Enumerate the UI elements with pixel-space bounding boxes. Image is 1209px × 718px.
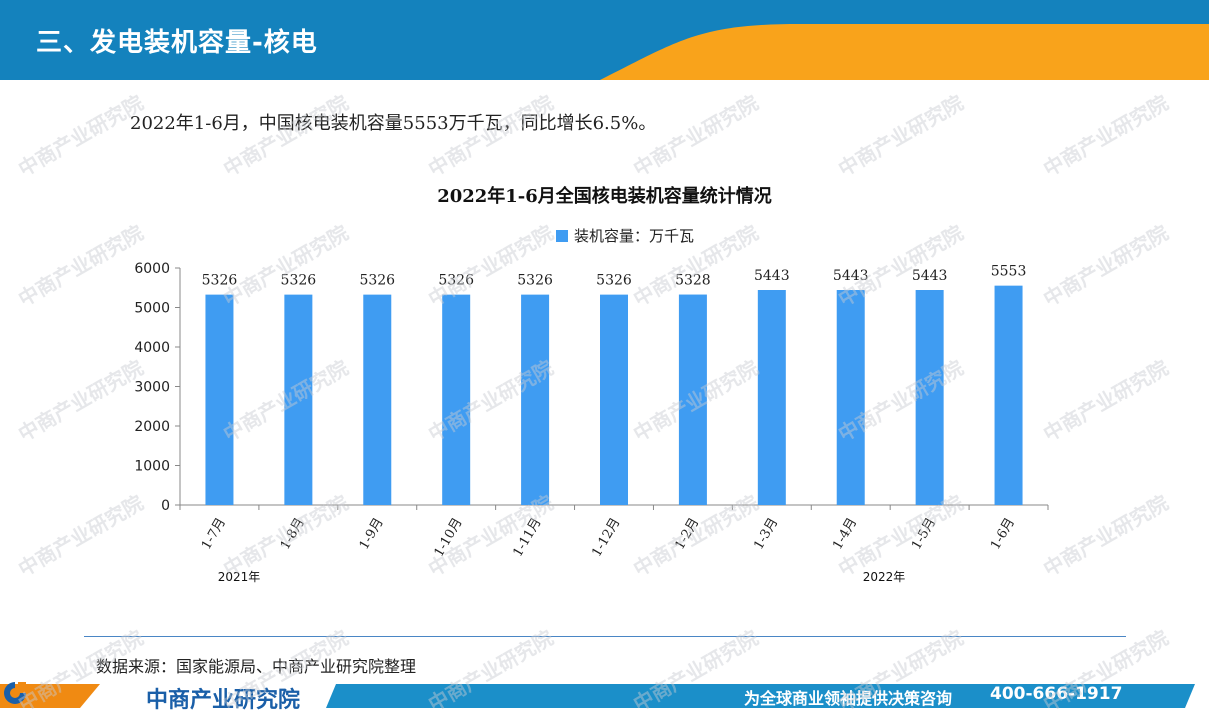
footer-background [0,684,1195,708]
data-label: 5326 [202,273,238,289]
x-tick-label: 1-11月 [510,516,544,560]
data-label: 5326 [438,273,474,289]
y-tick-label: 5000 [134,301,170,317]
summary-text: 2022年1-6月，中国核电装机容量5553万千瓦，同比增长6.5%。 [130,113,657,134]
x-tick-label: 1-10月 [432,516,466,560]
x-tick-label: 1-8月 [278,516,308,553]
bar [994,285,1023,505]
data-label: 5553 [991,264,1027,280]
footer-slogan: 为全球商业领袖提供决策咨询 [744,689,953,708]
data-label: 5328 [675,273,711,289]
data-label: 5326 [596,273,632,289]
data-label: 5326 [517,273,553,289]
y-tick-label: 0 [161,498,170,514]
data-label: 5326 [281,273,317,289]
footer-phone: 400-666-1917 [990,684,1123,704]
data-label: 5443 [754,268,790,284]
legend-swatch [556,229,568,242]
bar [757,290,786,505]
year-group-label: 2022年 [863,570,906,584]
data-label: 5443 [912,268,948,284]
bar [284,294,313,505]
bar [915,290,944,505]
y-tick-label: 4000 [134,340,170,356]
year-group-label: 2021年 [218,570,261,584]
bar-chart: 0 1000 2000 3000 4000 5000 6000 5326 1-7月 5326 1-8… [134,261,1049,584]
company-logo-text: 中商产业研究院 [146,688,301,713]
x-tick-label: 1-9月 [357,516,387,553]
x-tick-label: 1-6月 [988,515,1018,552]
header-banner: 三、发电装机容量-核电 [0,0,1209,80]
bar [600,294,628,505]
data-label: 5443 [833,268,869,284]
data-label: 5326 [359,273,395,289]
legend-label: 装机容量：万千瓦 [574,227,695,245]
bar [521,294,550,505]
y-tick-label: 2000 [134,419,170,435]
x-tick-label: 1-3月 [751,516,781,553]
data-source: 数据来源：国家能源局、中商产业研究院整理 [96,657,417,676]
bar [363,294,392,505]
x-tick-label: 1-4月 [830,516,860,553]
chart-title: 2022年1-6月全国核电装机容量统计情况 [437,186,772,207]
chart-legend: 装机容量：万千瓦 [556,225,694,246]
bar [836,290,865,505]
page-title: 三、发电装机容量-核电 [36,28,318,58]
y-tick-label: 3000 [134,380,170,396]
x-tick-label: 1-2月 [672,516,702,553]
y-tick-label: 1000 [134,459,170,475]
y-tick-label: 6000 [134,261,170,277]
divider-line [84,636,1126,637]
x-tick-label: 1-7月 [199,516,229,553]
company-logo-icon [4,682,26,704]
bar [442,294,471,505]
x-tick-label: 1-12月 [589,516,623,560]
header-background [0,0,1209,80]
bar [678,294,707,505]
bar [205,294,234,505]
footer-bar: 中商产业研究院 为全球商业领袖提供决策咨询 400-666-1917 [0,680,1209,718]
x-tick-label: 1-5月 [909,516,939,553]
